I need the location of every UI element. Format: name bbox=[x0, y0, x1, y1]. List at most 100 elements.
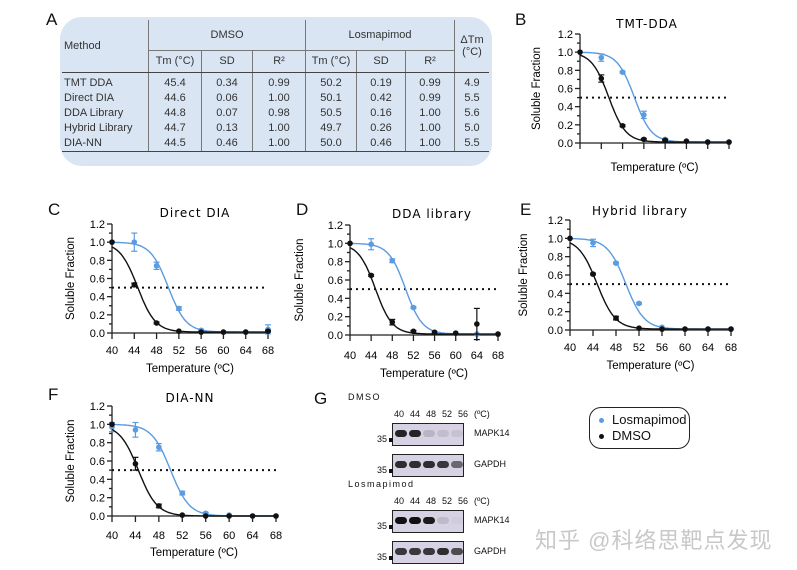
data-point-dmso bbox=[613, 315, 619, 321]
data-point-losmapimod bbox=[641, 112, 647, 118]
x-axis-label: Temperature (ºC) bbox=[607, 360, 695, 372]
y-tick-label: 0.6 bbox=[90, 274, 105, 286]
legend-marker bbox=[599, 434, 604, 440]
chart-title: Hybrid library bbox=[592, 204, 688, 218]
value-cell: 0.13 bbox=[201, 120, 253, 136]
fit-curve-dmso bbox=[111, 246, 268, 333]
data-point-dmso bbox=[176, 328, 182, 334]
value-cell: 0.42 bbox=[356, 90, 406, 106]
band bbox=[409, 517, 421, 524]
value-cell: 50.0 bbox=[305, 135, 357, 152]
x-tick-label: 52 bbox=[407, 350, 419, 362]
y-tick-label: 1.2 bbox=[90, 401, 105, 413]
x-tick-label: 68 bbox=[262, 345, 274, 357]
value-cell: 0.26 bbox=[356, 120, 406, 136]
y-axis-label: Soluble Fraction bbox=[65, 419, 77, 502]
method-header: Method bbox=[62, 20, 149, 73]
fit-curve-dmso bbox=[579, 54, 729, 143]
band bbox=[423, 430, 435, 437]
value-cell: 0.34 bbox=[201, 72, 253, 91]
x-tick-label: 48 bbox=[386, 350, 398, 362]
blot-temp-label: 40 bbox=[394, 496, 405, 506]
blot-temp-label: 52 bbox=[442, 496, 453, 506]
data-point-dmso bbox=[109, 239, 115, 245]
y-tick-label: 1.2 bbox=[90, 219, 105, 231]
band bbox=[423, 461, 435, 468]
y-tick-label: 0.8 bbox=[328, 257, 343, 269]
delta-tm-header: ΔTm (°C) bbox=[454, 20, 489, 73]
protein-label: MAPK14 bbox=[474, 428, 510, 438]
blot-lane-gapdh bbox=[392, 541, 464, 564]
data-point-dmso bbox=[132, 460, 139, 467]
y-tick-label: 0.8 bbox=[558, 65, 573, 77]
x-tick-label: 64 bbox=[246, 530, 258, 542]
mw-marker-tick bbox=[389, 469, 393, 473]
x-tick-label: 56 bbox=[656, 342, 668, 354]
x-tick-label: 44 bbox=[587, 342, 599, 354]
chart-B: 0.0 0.2 0.4 0.6 0.8 1.0 1.2 TMT-DDA Temperature … bbox=[531, 17, 732, 174]
blot-temp-label: 44 bbox=[410, 496, 421, 506]
data-point-dmso bbox=[389, 319, 396, 325]
data-point-dmso bbox=[410, 328, 417, 335]
value-cell: 1.00 bbox=[405, 135, 455, 152]
legend-marker bbox=[599, 418, 604, 424]
protein-label: GAPDH bbox=[474, 546, 507, 556]
data-point-dmso bbox=[109, 421, 115, 428]
x-tick-label: 40 bbox=[106, 345, 118, 357]
blot-group-label: DMSO bbox=[348, 392, 381, 402]
value-cell: 5.0 bbox=[454, 120, 489, 136]
band bbox=[451, 430, 463, 437]
value-cell: 0.99 bbox=[405, 72, 455, 91]
x-axis-label: Temperature (ºC) bbox=[150, 547, 238, 559]
y-tick-label: 0.8 bbox=[548, 252, 563, 264]
blot-temp-label: 44 bbox=[410, 409, 421, 419]
value-cell: 5.5 bbox=[454, 135, 489, 152]
y-tick-label: 0.0 bbox=[548, 325, 563, 337]
band bbox=[423, 517, 435, 524]
data-point-losmapimod bbox=[619, 69, 626, 75]
y-tick-label: 0.8 bbox=[90, 438, 105, 450]
y-axis-label: Soluble Fraction bbox=[65, 237, 77, 320]
blot-lane-mapk14 bbox=[392, 510, 464, 533]
y-tick-label: 0.6 bbox=[548, 270, 563, 282]
y-tick-label: 0.0 bbox=[90, 511, 105, 523]
y-tick-label: 0.2 bbox=[328, 312, 343, 324]
value-cell: 0.46 bbox=[201, 135, 253, 152]
band bbox=[451, 461, 463, 468]
data-point-dmso bbox=[265, 328, 271, 334]
data-point-losmapimod bbox=[132, 427, 139, 433]
panel-label-d: D bbox=[296, 200, 309, 219]
y-axis-label: Soluble Fraction bbox=[518, 233, 530, 316]
data-point-dmso bbox=[452, 330, 459, 336]
panel-label-b: B bbox=[515, 10, 527, 29]
band bbox=[395, 461, 407, 468]
col-header: SD bbox=[356, 50, 406, 73]
data-point-dmso bbox=[368, 272, 374, 279]
tm-table: Method DMSO Losmapimod ΔTm (°C) Tm (°C) … bbox=[62, 20, 489, 152]
x-axis-label: Temperature (ºC) bbox=[611, 162, 699, 174]
chart-title: DDA library bbox=[392, 207, 472, 221]
y-tick-label: 1.2 bbox=[328, 220, 343, 232]
data-point-dmso bbox=[598, 75, 605, 82]
chart-title: TMT-DDA bbox=[615, 17, 678, 31]
value-cell: 1.00 bbox=[405, 120, 455, 136]
x-tick-label: 68 bbox=[725, 342, 737, 354]
band bbox=[395, 548, 407, 555]
value-cell: 0.16 bbox=[356, 105, 406, 121]
data-point-dmso bbox=[590, 271, 596, 277]
panel-label-a: A bbox=[46, 10, 58, 29]
blot-temp-label: 56 bbox=[458, 409, 469, 419]
table-row: Direct DIA 44.6 0.06 1.00 50.1 0.42 0.99 5.5 bbox=[62, 90, 489, 106]
band bbox=[437, 548, 449, 555]
x-axis-label: Temperature (ºC) bbox=[146, 363, 234, 375]
mw-marker-label: 35 bbox=[377, 521, 388, 531]
data-point-losmapimod bbox=[598, 54, 605, 61]
data-point-losmapimod bbox=[636, 300, 642, 307]
fit-curve-dmso bbox=[111, 428, 276, 517]
blot-lane-gapdh bbox=[392, 454, 464, 477]
band bbox=[395, 517, 407, 524]
data-point-dmso bbox=[659, 326, 665, 332]
y-tick-label: 0.2 bbox=[90, 493, 105, 505]
mw-marker-label: 35 bbox=[377, 434, 388, 444]
